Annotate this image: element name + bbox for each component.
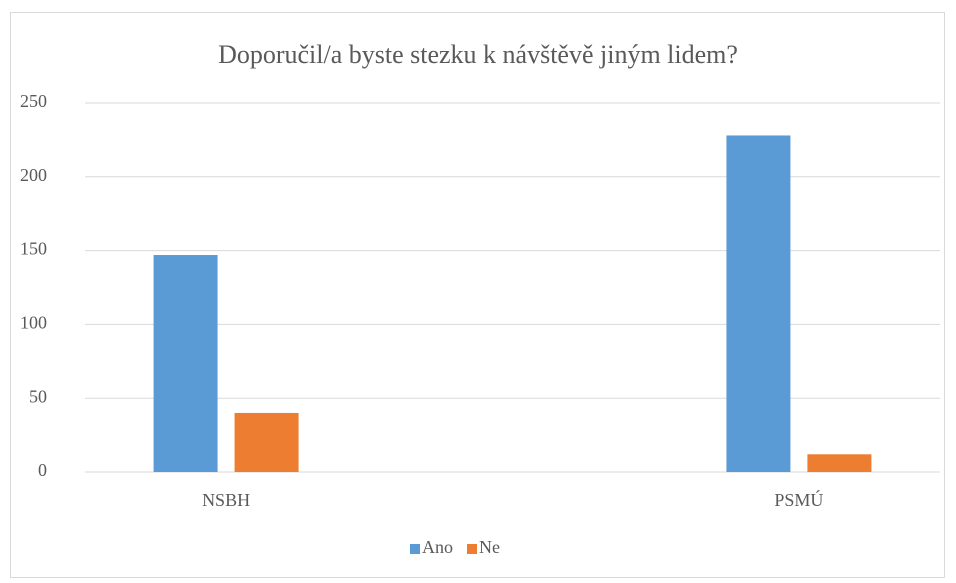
y-tick-label: 250 xyxy=(20,91,47,111)
y-tick-label: 150 xyxy=(20,239,47,259)
y-tick-label: 0 xyxy=(38,460,47,480)
y-tick-label: 200 xyxy=(20,165,47,185)
bar xyxy=(234,412,299,472)
x-tick-label: NSBH xyxy=(202,490,250,510)
legend-swatch xyxy=(410,544,420,554)
bar xyxy=(153,255,218,472)
legend-label: Ne xyxy=(479,537,500,557)
bar xyxy=(726,135,791,473)
y-tick-label: 100 xyxy=(20,313,47,333)
bar xyxy=(807,454,872,472)
y-tick-label: 50 xyxy=(29,386,47,406)
chart-title: Doporučil/a byste stezku k návštěvě jiný… xyxy=(218,40,738,69)
legend-label: Ano xyxy=(422,537,453,557)
x-tick-label: PSMÚ xyxy=(774,489,823,510)
legend-swatch xyxy=(467,544,477,554)
